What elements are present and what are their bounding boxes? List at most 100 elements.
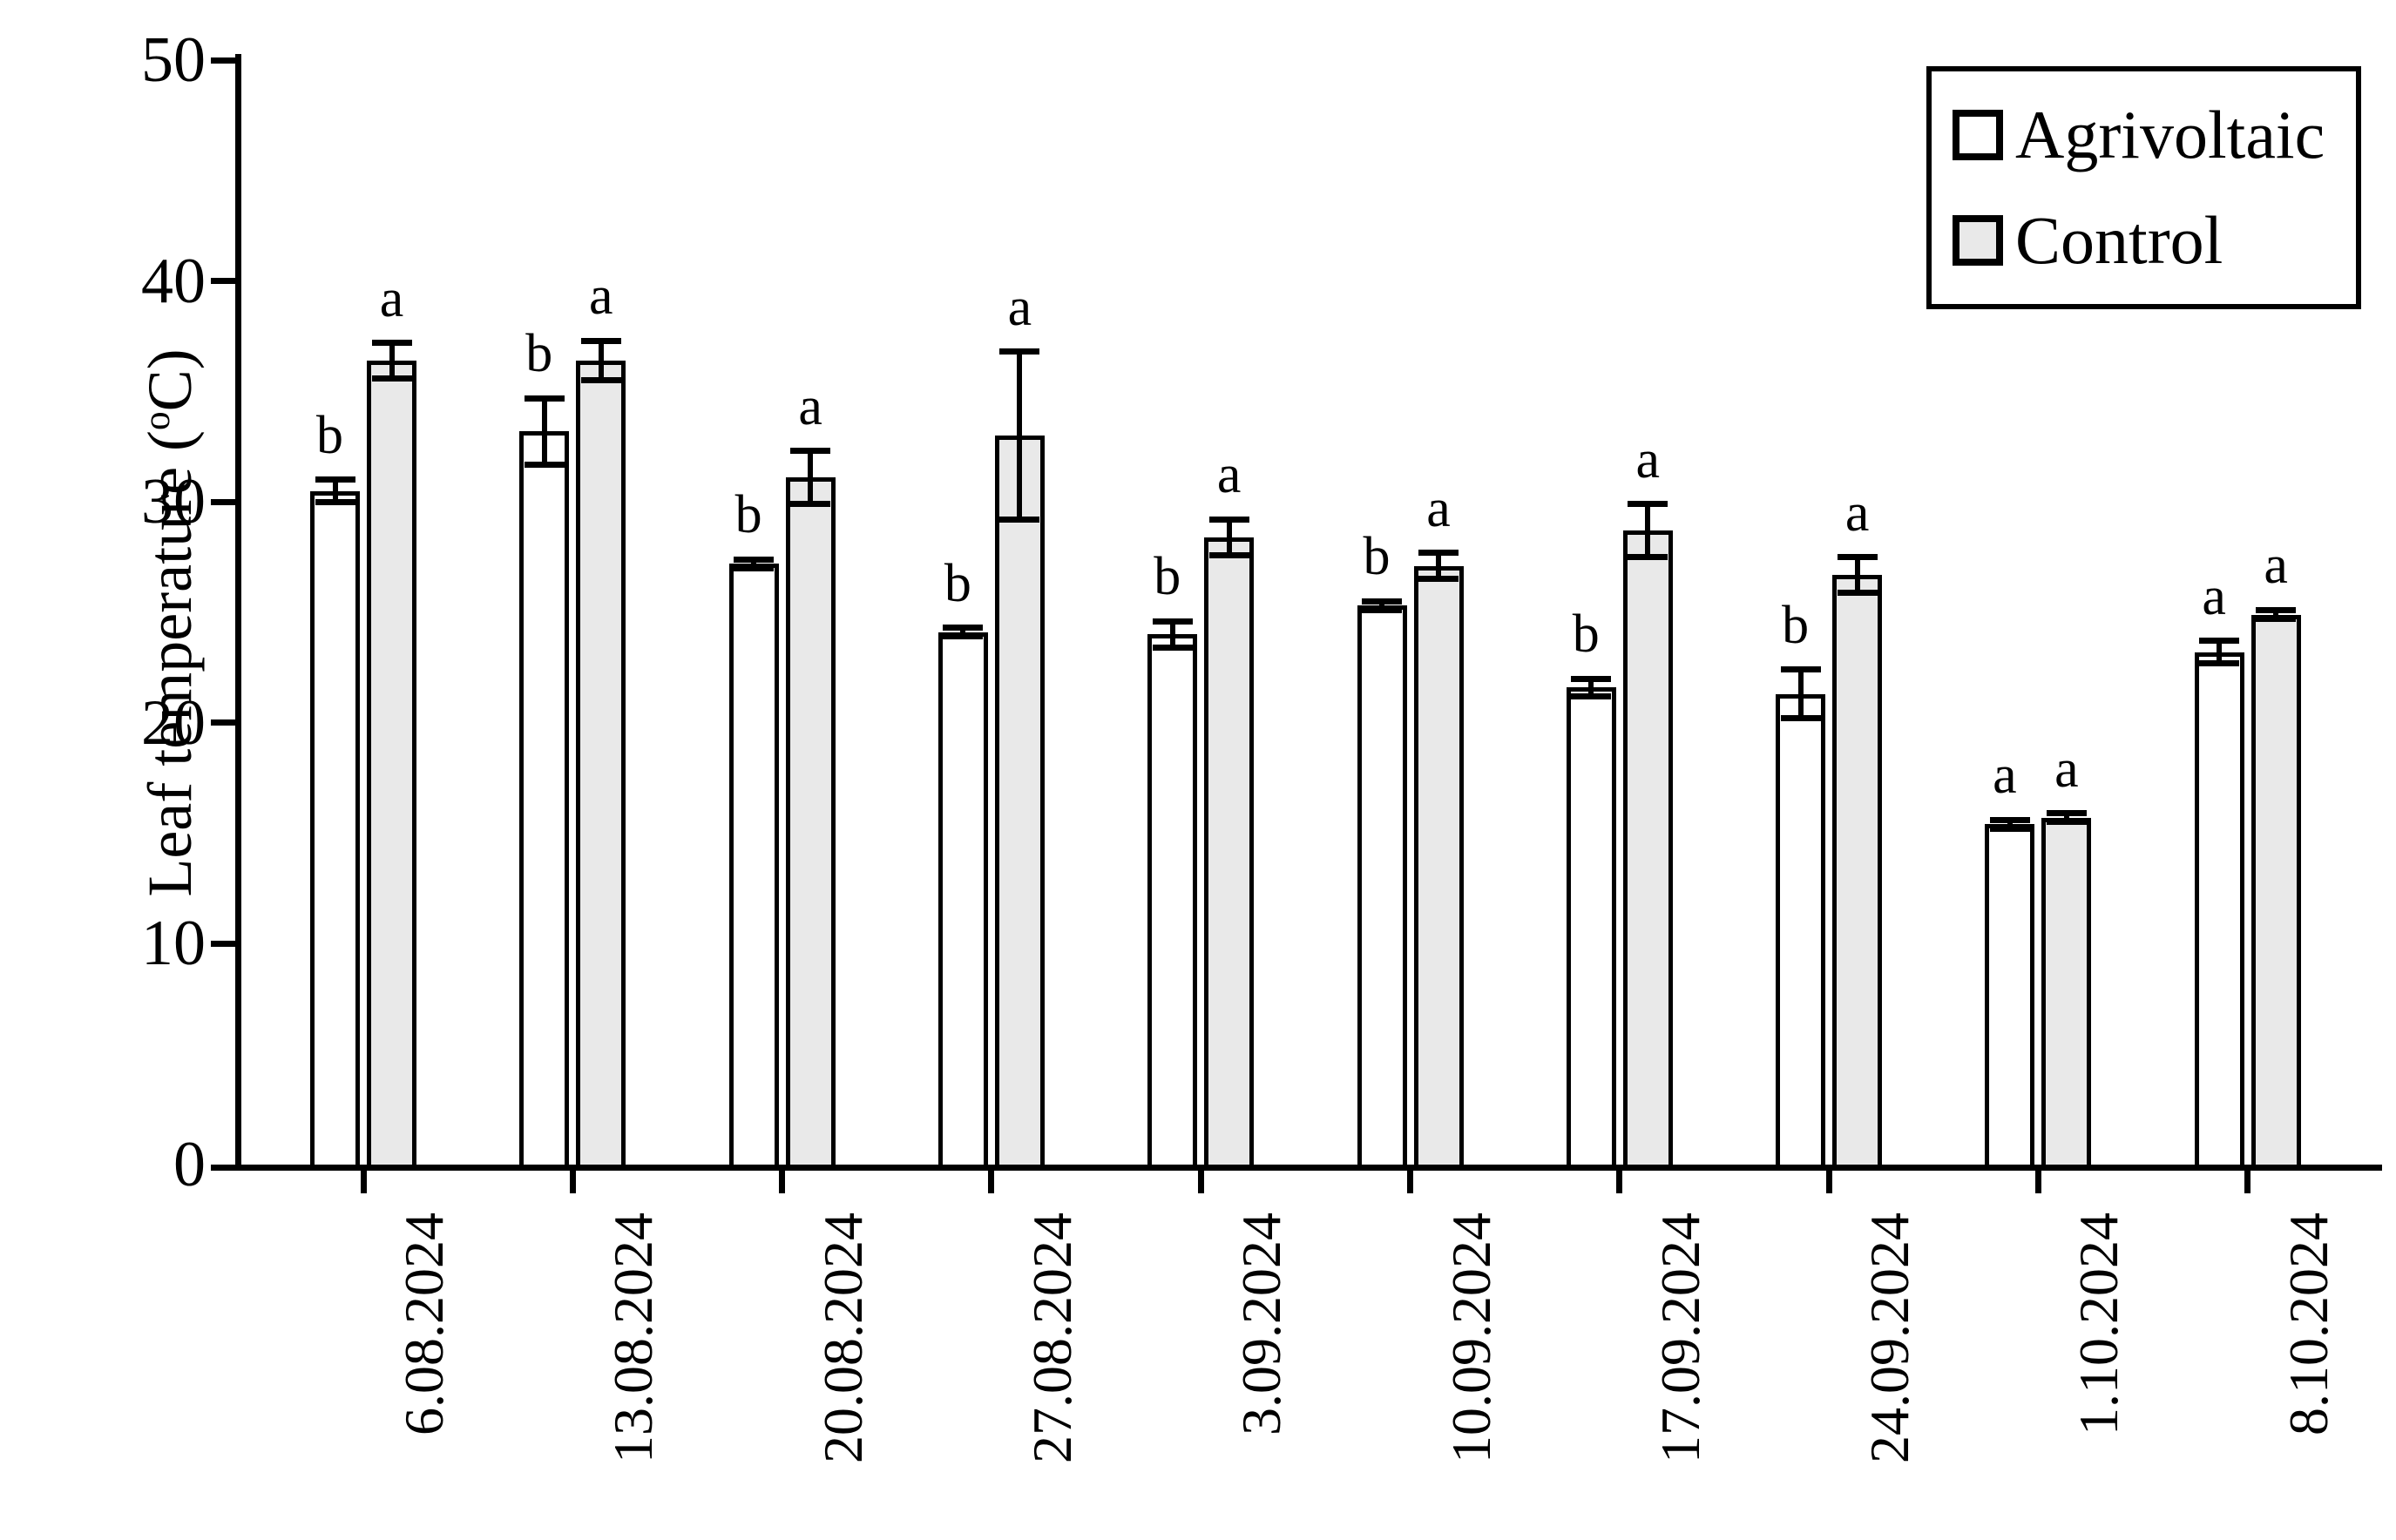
x-tick-mark-27.08.2024 [988,1171,995,1193]
x-tick-label-20.08.2024: 20.08.2024 [811,1212,874,1463]
legend-item-agrivoltaic: Agrivoltaic [1953,100,2356,169]
significance-letter-control-17.09.2024: a [1635,429,1661,490]
x-tick-mark-20.08.2024 [779,1171,786,1193]
error-bar-agrivoltaic-8.10.2024 [2217,640,2223,664]
error-cap-top-control-10.09.2024 [1418,550,1459,557]
x-tick-mark-3.09.2024 [1197,1171,1204,1193]
x-axis-line [211,1165,2382,1171]
error-cap-bottom-agrivoltaic-13.08.2024 [524,461,565,468]
significance-letter-control-6.08.2024: a [379,268,404,328]
legend-item-control: Control [1953,206,2356,274]
significance-letter-control-20.08.2024: a [798,376,822,436]
x-tick-mark-6.08.2024 [360,1171,367,1193]
bar-control-1.10.2024 [2041,817,2092,1169]
significance-letter-control-1.10.2024: a [2054,739,2079,799]
bar-control-27.08.2024 [994,436,1045,1169]
error-bar-agrivoltaic-27.08.2024 [960,627,966,637]
y-tick-label-20: 20 [141,686,206,759]
significance-letter-agrivoltaic-13.08.2024: b [525,324,553,383]
bar-agrivoltaic-17.09.2024 [1566,687,1616,1169]
bar-control-24.09.2024 [1832,574,1883,1169]
error-cap-top-control-27.08.2024 [999,348,1040,355]
significance-letter-agrivoltaic-10.09.2024: b [1363,527,1391,587]
legend: Agrivoltaic Control [1926,66,2361,309]
legend-swatch-agrivoltaic [1953,109,2003,160]
error-cap-bottom-control-13.08.2024 [580,377,621,384]
error-bar-agrivoltaic-6.08.2024 [332,479,338,503]
error-cap-bottom-control-3.09.2024 [1208,551,1249,558]
error-bar-agrivoltaic-20.08.2024 [751,559,757,569]
x-tick-label-13.08.2024: 13.08.2024 [602,1212,665,1463]
bar-control-10.09.2024 [1413,565,1464,1169]
bar-agrivoltaic-20.08.2024 [728,564,779,1169]
x-tick-label-10.09.2024: 10.09.2024 [1439,1212,1502,1463]
degree-superscript: o [137,411,178,430]
error-bar-agrivoltaic-13.08.2024 [541,398,547,465]
significance-letter-agrivoltaic-8.10.2024: a [2202,566,2226,626]
y-tick-mark-20 [211,719,235,726]
significance-letter-control-27.08.2024: a [1007,277,1032,337]
y-tick-label-50: 50 [141,24,206,96]
y-axis-title-unit: C) [135,348,205,412]
error-cap-bottom-control-17.09.2024 [1628,554,1668,561]
error-cap-top-control-24.09.2024 [1837,554,1878,561]
error-cap-bottom-agrivoltaic-10.09.2024 [1362,606,1402,613]
bar-agrivoltaic-24.09.2024 [1776,693,1826,1169]
significance-letter-control-24.09.2024: a [1844,483,1870,543]
error-bar-control-17.09.2024 [1645,503,1651,557]
error-bar-agrivoltaic-10.09.2024 [1379,601,1384,611]
x-tick-label-17.09.2024: 17.09.2024 [1648,1212,1711,1463]
error-cap-bottom-control-1.10.2024 [2046,819,2087,826]
x-tick-mark-1.10.2024 [2034,1171,2041,1193]
error-cap-bottom-agrivoltaic-27.08.2024 [943,633,984,640]
x-tick-mark-17.09.2024 [1616,1171,1623,1193]
significance-letter-agrivoltaic-20.08.2024: b [734,485,762,545]
error-cap-bottom-control-27.08.2024 [999,516,1040,523]
error-bar-agrivoltaic-1.10.2024 [2007,820,2013,829]
y-tick-mark-50 [211,57,235,64]
significance-letter-agrivoltaic-24.09.2024: b [1782,595,1810,655]
error-cap-bottom-agrivoltaic-24.09.2024 [1780,715,1821,722]
error-cap-top-agrivoltaic-10.09.2024 [1362,598,1402,605]
error-cap-top-agrivoltaic-6.08.2024 [315,476,355,483]
significance-letter-agrivoltaic-3.09.2024: b [1154,547,1181,607]
x-tick-label-1.10.2024: 1.10.2024 [2068,1212,2130,1435]
error-cap-bottom-control-8.10.2024 [2256,616,2297,623]
error-bar-control-13.08.2024 [598,341,604,381]
error-cap-bottom-agrivoltaic-1.10.2024 [1989,826,2030,833]
x-tick-mark-13.08.2024 [569,1171,576,1193]
x-tick-mark-24.09.2024 [1825,1171,1832,1193]
error-cap-bottom-agrivoltaic-17.09.2024 [1571,692,1612,699]
error-cap-top-control-1.10.2024 [2046,810,2087,817]
error-bar-control-6.08.2024 [389,342,395,379]
error-cap-top-agrivoltaic-20.08.2024 [734,556,775,563]
x-tick-label-3.09.2024: 3.09.2024 [1230,1212,1293,1435]
error-cap-top-agrivoltaic-24.09.2024 [1780,666,1821,673]
x-tick-mark-8.10.2024 [2244,1171,2251,1193]
error-cap-bottom-control-10.09.2024 [1418,576,1459,583]
bar-agrivoltaic-6.08.2024 [310,490,360,1169]
error-cap-bottom-agrivoltaic-3.09.2024 [1152,645,1193,652]
y-tick-mark-30 [211,498,235,505]
error-cap-top-agrivoltaic-8.10.2024 [2199,638,2240,645]
error-cap-top-agrivoltaic-3.09.2024 [1152,618,1193,625]
error-bar-control-10.09.2024 [1436,552,1441,579]
error-cap-top-control-13.08.2024 [580,337,621,344]
bar-agrivoltaic-1.10.2024 [1985,824,2035,1169]
significance-letter-control-3.09.2024: a [1216,445,1242,505]
error-cap-top-control-3.09.2024 [1208,516,1249,523]
y-tick-label-40: 40 [141,245,206,317]
bar-control-20.08.2024 [785,477,836,1169]
y-tick-mark-40 [211,278,235,285]
error-cap-top-agrivoltaic-1.10.2024 [1989,816,2030,823]
y-axis-line [235,54,241,1171]
significance-letter-control-13.08.2024: a [589,267,613,327]
bar-control-3.09.2024 [1204,537,1255,1169]
error-bar-control-1.10.2024 [2063,813,2069,822]
bar-control-6.08.2024 [367,360,416,1169]
y-tick-mark-10 [211,940,235,947]
bar-agrivoltaic-27.08.2024 [937,632,988,1169]
y-axis-title: Leaf temperature (oC) [122,292,218,954]
x-tick-label-6.08.2024: 6.08.2024 [393,1212,455,1435]
